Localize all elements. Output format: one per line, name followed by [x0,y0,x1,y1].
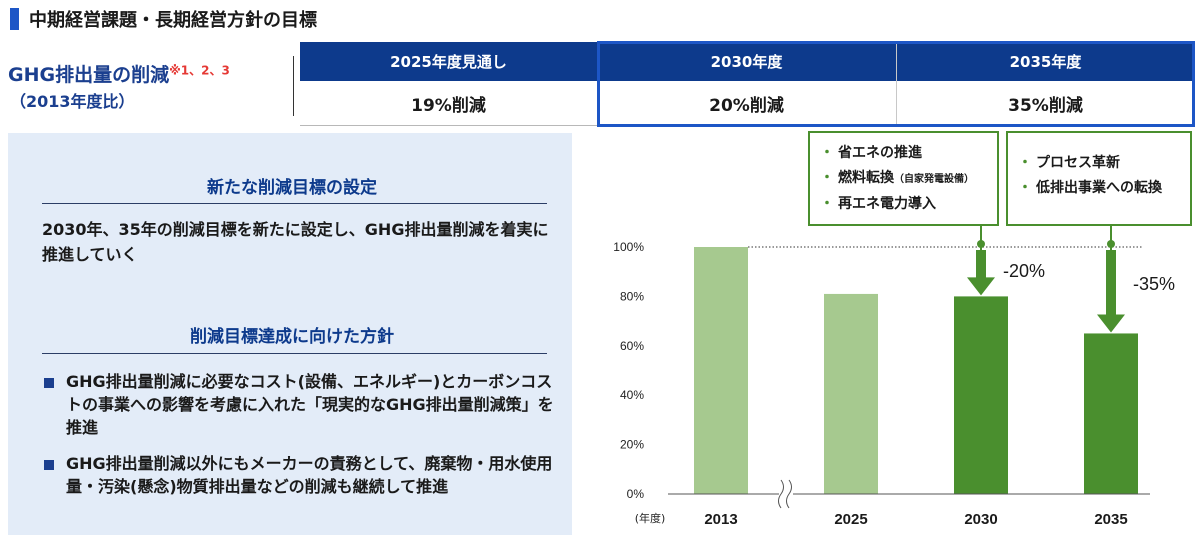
bar-2035 [1084,333,1138,494]
y-tick-label: 40% [620,388,644,402]
connector-dot [1107,240,1115,248]
callout-item: ・省エネの推進 [820,145,922,161]
reduction-arrow-icon [1097,250,1125,333]
callout-item: ・燃料転換（自家発電設備） [820,170,974,186]
table-value-2035: 35%削減 [896,81,1195,126]
targets-table: 2025年度見通し 2030年度 2035年度 19%削減 20%削減 35%削… [300,42,1195,126]
bullet-square-icon [44,378,54,388]
page-header: 中期経営課題・長期経営方針の目標 [10,6,317,32]
table-value-2030: 20%削減 [597,81,896,126]
reduction-arrow-icon [967,250,995,296]
header-accent-bar [10,8,19,30]
x-tick-label: 2025 [834,511,867,528]
axis-break-icon [786,479,792,509]
reduction-annotation: -20% [1003,261,1045,281]
table-value-2025: 19%削減 [300,81,597,126]
callout-2030-measures: ・省エネの推進 ・燃料転換（自家発電設備） ・再エネ電力導入 [808,131,999,226]
y-tick-label: 100% [613,240,644,254]
axis-break-gap [779,480,793,508]
section-divider [42,203,547,204]
bar-2025 [824,293,878,494]
ghg-title: GHG排出量の削減 [8,64,170,86]
y-tick-label: 60% [620,339,644,353]
section-divider [42,353,547,354]
policy-bullet-1: GHG排出量削減に必要なコスト(設備、エネルギー)とカーボンコストの事業への影響… [66,372,554,437]
y-tick-label: 20% [620,438,644,452]
x-tick-label: 2030 [964,511,997,528]
x-tick-label: 2013 [704,511,737,528]
table-header-2025: 2025年度見通し [300,42,597,81]
y-tick-label: 80% [620,289,644,303]
page-title: 中期経営課題・長期経営方針の目標 [29,10,317,31]
axis-break-icon [778,479,784,509]
ghg-label: GHG排出量の削減※1、2、3 [8,60,230,87]
x-axis-unit: (年度) [635,511,666,525]
bar-2013 [694,247,748,494]
callout-2035-measures: ・プロセス革新 ・低排出事業への転換 [1006,131,1192,226]
section-title-new-target: 新たな削減目標の設定 [207,178,377,198]
bullet-square-icon [44,460,54,470]
section-title-policy: 削減目標達成に向けた方針 [190,327,394,347]
policy-panel: 新たな削減目標の設定 2030年、35年の削減目標を新たに設定し、GHG排出量削… [8,133,572,535]
highlight-frame [597,41,1195,127]
table-header-2035: 2035年度 [896,42,1195,81]
callout-item: ・再エネ電力導入 [820,196,936,212]
policy-bullet-2: GHG排出量削減以外にもメーカーの責務として、廃棄物・用水使用量・汚染(懸念)物… [66,454,553,496]
callout-item: ・プロセス革新 [1018,155,1120,171]
connector-dot [977,240,985,248]
table-header-2030: 2030年度 [597,42,896,81]
bar-2030 [954,296,1008,494]
ghg-note: ※1、2、3 [169,63,230,78]
section-body-new-target: 2030年、35年の削減目標を新たに設定し、GHG排出量削減を着実に推進していく [42,220,549,264]
ghg-base-year: （2013年度比） [10,92,135,111]
y-tick-label: 0% [627,487,645,501]
callout-item: ・低排出事業への転換 [1018,180,1162,196]
x-tick-label: 2035 [1094,511,1127,528]
label-divider [293,56,294,116]
reduction-annotation: -35% [1133,274,1175,294]
table-col-divider [896,42,897,126]
